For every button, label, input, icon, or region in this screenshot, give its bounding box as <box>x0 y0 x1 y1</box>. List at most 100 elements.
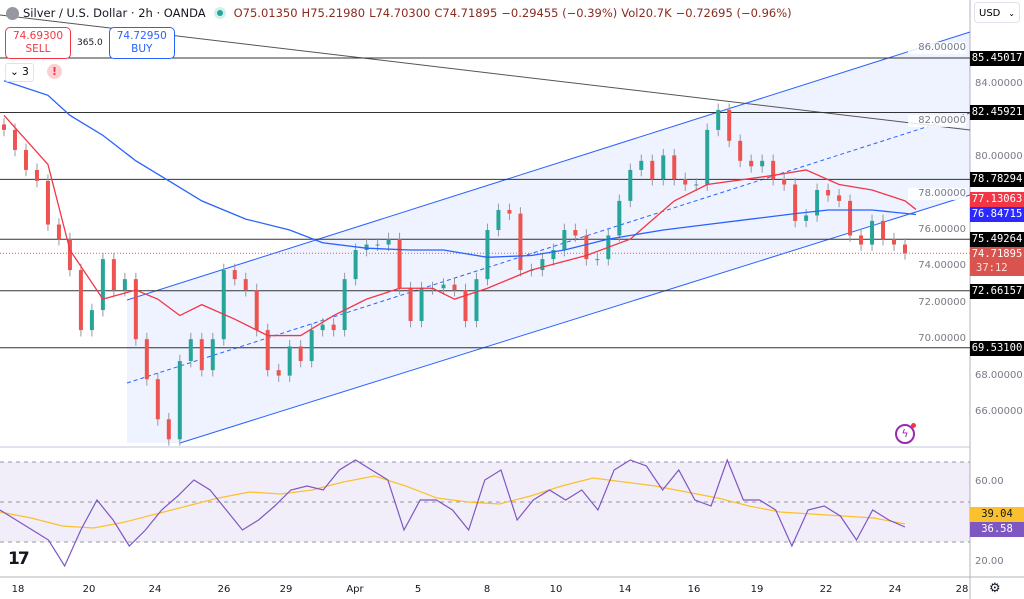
currency-select[interactable]: USD ⌄ <box>974 2 1020 23</box>
price-tick: 66.00000 <box>975 406 1023 417</box>
candle-body <box>705 129 710 185</box>
candle-body <box>463 290 468 321</box>
candle-body <box>617 200 622 236</box>
date-tick: 26 <box>217 584 231 595</box>
candle-body <box>760 160 765 167</box>
candle-body <box>540 259 545 271</box>
candle-body <box>870 220 875 245</box>
open-value: O75.01350 <box>233 6 298 20</box>
candle-body <box>551 250 556 260</box>
candle-body <box>386 239 391 245</box>
candle-body <box>56 224 61 240</box>
warning-icon[interactable]: ! <box>47 64 62 79</box>
candle-body <box>221 270 226 340</box>
date-tick: Apr <box>346 584 364 595</box>
rsi-value-label: 36.58 <box>970 522 1024 537</box>
level-price-label: 85.45017 <box>970 51 1024 66</box>
price-tick: 80.00000 <box>975 151 1023 163</box>
candle-body <box>584 235 589 260</box>
candle-body <box>716 109 721 130</box>
candle-body <box>342 279 347 331</box>
settings-icon[interactable]: ⚙ <box>989 581 1001 596</box>
candle-body <box>639 160 644 170</box>
last-price-label: 74.71895 <box>970 247 1024 262</box>
candle-body <box>331 324 336 331</box>
candle-body <box>848 200 853 236</box>
chevron-down-icon: ⌄ <box>1008 9 1015 18</box>
moving-average-fast <box>3 114 917 337</box>
channel-lower-line <box>179 194 971 444</box>
candle-body <box>485 230 490 280</box>
candle-body <box>749 160 754 167</box>
buy-button[interactable]: 74.72950 BUY <box>108 27 175 59</box>
volume-value: Vol20.7K <box>621 6 672 20</box>
symbol-title[interactable]: Silver / U.S. Dollar · 2h · OANDA <box>23 6 206 20</box>
candle-body <box>672 155 677 180</box>
date-tick: 8 <box>483 584 491 595</box>
rsi-tick: 20.00 <box>975 556 1004 567</box>
parallel-channel-fill <box>127 32 970 443</box>
candles <box>2 103 907 446</box>
candle-body <box>254 290 259 331</box>
candle-body <box>771 160 776 180</box>
indicators-count: 3 <box>22 66 29 78</box>
candle-body <box>133 279 138 340</box>
candle-body <box>12 129 17 150</box>
volume-change: −0.72695 (−0.96%) <box>675 6 792 20</box>
candle-body <box>782 179 787 185</box>
countdown-label: 37:12 <box>970 261 1024 276</box>
sell-price: 74.69300 <box>12 30 64 42</box>
price-tick: 72.00000 <box>908 296 966 309</box>
candle-body <box>408 288 413 321</box>
rsi-moving-average <box>0 475 906 529</box>
candle-body <box>507 209 512 214</box>
candle-body <box>397 239 402 289</box>
candle-body <box>309 330 314 362</box>
candle-body <box>727 109 732 141</box>
candle-body <box>683 179 688 185</box>
candle-body <box>232 270 237 280</box>
sell-label: SELL <box>25 43 51 55</box>
candle-body <box>452 284 457 291</box>
pane-separator <box>0 446 970 448</box>
candle-body <box>837 195 842 201</box>
candle-body <box>199 339 204 371</box>
spread: 365.0 <box>77 38 103 48</box>
candle-body <box>694 184 699 186</box>
candle-body <box>45 180 50 225</box>
low-value: L74.70300 <box>369 6 431 20</box>
candle-body <box>661 155 666 180</box>
date-tick: 18 <box>11 584 25 595</box>
candle-body <box>210 339 215 371</box>
candle-body <box>562 230 567 251</box>
date-tick: 19 <box>750 584 764 595</box>
chevron-down-icon: ⌄ <box>10 66 19 78</box>
market-open-icon <box>213 7 226 19</box>
price-tick: 82.00000 <box>908 114 966 127</box>
date-tick: 16 <box>687 584 701 595</box>
high-value: H75.21980 <box>301 6 366 20</box>
price-tick: 70.00000 <box>908 333 966 346</box>
indicators-toggle[interactable]: ⌄ 3 <box>5 63 34 82</box>
tradingview-logo[interactable]: 17 <box>8 549 30 569</box>
lightning-icon[interactable]: ϟ <box>895 423 916 444</box>
sell-button[interactable]: 74.69300 SELL <box>5 27 71 59</box>
ma-fast-price-label: 77.13063 <box>970 192 1024 207</box>
candle-body <box>650 160 655 180</box>
candle-body <box>320 324 325 331</box>
price-tick: 78.00000 <box>908 187 966 200</box>
candle-body <box>144 339 149 380</box>
date-tick: 22 <box>819 584 833 595</box>
candle-body <box>518 213 523 271</box>
candle-body <box>155 379 160 420</box>
candle-body <box>804 215 809 221</box>
candle-body <box>441 284 446 289</box>
trade-panel: 74.69300 SELL 365.0 74.72950 BUY <box>5 27 175 59</box>
candle-body <box>188 339 193 362</box>
price-tick: 86.00000 <box>908 42 966 54</box>
candle-body <box>353 250 358 280</box>
candle-body <box>364 244 369 251</box>
level-price-label: 75.49264 <box>970 232 1024 248</box>
price-tick: 76.00000 <box>908 224 966 236</box>
